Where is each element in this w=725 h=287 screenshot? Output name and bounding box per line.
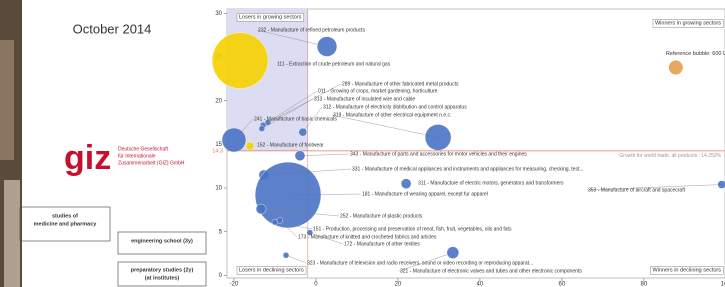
bubble-label: 313 - Manufacture of insulated wire and … xyxy=(314,96,415,102)
reference-bubble-label: Reference bubble: 600 USD million xyxy=(666,51,725,57)
quadrant-label: Winners in declining sectors xyxy=(653,267,722,273)
bubble-label: 353 - Manufacture of aircraft and spacec… xyxy=(588,187,686,193)
box xyxy=(118,262,206,286)
y-tick-label: 15 xyxy=(215,142,222,148)
x-tick-label: 100 xyxy=(721,282,725,287)
logo-text: für Internationale xyxy=(118,153,156,159)
bubble xyxy=(401,179,411,189)
reference-label: 14.3 xyxy=(212,148,223,154)
box-text: studies of xyxy=(52,213,78,219)
x-tick-label: 60 xyxy=(559,282,566,287)
bubble-label: 241 - Manufacture of basic chemicals xyxy=(254,116,337,122)
x-tick-label: 80 xyxy=(641,282,648,287)
bubble-label: 289 - Manufacture of other fabricated me… xyxy=(342,81,459,87)
box-text: (at institutes) xyxy=(145,275,180,281)
box-text: medicine and pharmacy xyxy=(34,221,98,227)
slide: October 2014 giz Deutsche Gesellschaft f… xyxy=(0,0,725,287)
bubble-label: 323 - Manufacture of television and radi… xyxy=(307,260,533,266)
bubble-label: 311 - Manufacture of electric motors, ge… xyxy=(418,180,564,186)
quadrant-label: Losers in growing sectors xyxy=(239,14,302,20)
y-tick-label: 5 xyxy=(219,229,223,235)
y-tick-label: 30 xyxy=(215,11,222,17)
bubble xyxy=(256,204,266,214)
bubble-label: 232 - Manufacture of refined petroleum p… xyxy=(258,27,366,33)
logo-text: Zusammenarbeit (GIZ) GmbH xyxy=(118,160,185,166)
logo-text: Deutsche Gesellschaft xyxy=(118,146,169,152)
x-tick-label: 20 xyxy=(395,282,402,287)
bubble-label: 343 - Manufacture of parts and accessori… xyxy=(350,151,527,157)
bubble-label: 312 - Manufacture of electricity distrib… xyxy=(323,104,467,110)
bubble-label: 321 - Manufacture of electronic valves a… xyxy=(400,268,582,274)
x-tick-label: 40 xyxy=(477,282,484,287)
bubble-label: 152 - Manufacture of footwear xyxy=(257,142,324,148)
bubble xyxy=(222,128,246,152)
quadrant-label: Winners in growing sectors xyxy=(655,20,721,26)
y-tick-label: 20 xyxy=(215,98,222,104)
quadrant-label: Losers in declining sectors xyxy=(239,267,304,273)
bubble xyxy=(259,126,265,132)
bubble-label: 331 - Manufacture of medical appliances … xyxy=(352,166,584,172)
bubble-label: 319 - Manufacture of other electrical eq… xyxy=(333,112,451,118)
bubble-label: 181 - Manufacture of wearing apparel, ex… xyxy=(362,191,488,197)
bubble-label: 173 - Manufacture of knitted and crochet… xyxy=(298,234,437,240)
photo-detail xyxy=(0,40,14,160)
bubble-label: 111 - Extraction of crude petroleum and … xyxy=(277,61,391,67)
bubble xyxy=(718,181,725,189)
bubble xyxy=(299,128,307,136)
bubble xyxy=(317,37,337,57)
bubble xyxy=(283,252,289,258)
bubble xyxy=(255,162,321,228)
bubble xyxy=(295,151,305,161)
bubble xyxy=(447,247,459,259)
bubble-label: 172 - Manufacture of other textiles xyxy=(344,241,420,247)
bubble-label: 011 - Growing of crops, market gardening… xyxy=(318,88,438,94)
bubble xyxy=(277,217,283,223)
y-tick-label: 0 xyxy=(219,273,223,279)
date: October 2014 xyxy=(73,21,152,36)
x-tick-label: -20 xyxy=(230,282,239,287)
bubble xyxy=(425,124,451,150)
reference-text: Growth for world trade, all products : 1… xyxy=(619,153,721,159)
reference-bubble xyxy=(669,61,683,75)
box-text: engineering school (3y) xyxy=(131,238,193,244)
bubble-label: 252 - Manufacture of plastic products xyxy=(340,213,423,219)
box-text: preparatory studies (2y) xyxy=(131,267,194,273)
bubble xyxy=(212,33,268,89)
logo-mark: giz xyxy=(64,139,111,177)
x-tick-label: 0 xyxy=(314,282,318,287)
bubble xyxy=(246,142,254,150)
photo-detail xyxy=(4,180,20,287)
y-tick-label: 10 xyxy=(215,186,222,192)
bubble-label: 151 - Production, processing and preserv… xyxy=(313,226,512,232)
page: October 2014 giz Deutsche Gesellschaft f… xyxy=(0,0,725,287)
